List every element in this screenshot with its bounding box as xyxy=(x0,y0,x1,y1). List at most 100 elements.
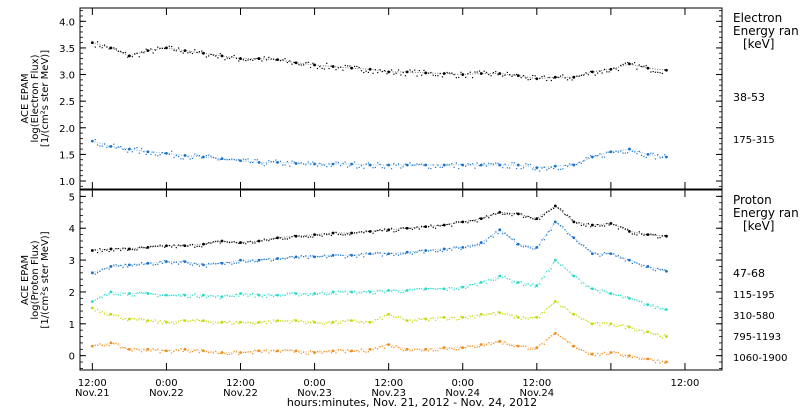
legend-entry: 115-195 xyxy=(733,290,775,301)
scatter-dot xyxy=(136,52,138,54)
scatter-dot xyxy=(303,255,305,258)
scatter-dot xyxy=(307,353,309,355)
scatter-dot xyxy=(638,263,640,265)
y-axis-label-line: ACE EPAM xyxy=(20,73,31,123)
scatter-dot xyxy=(601,72,603,74)
scatter-dot xyxy=(372,232,374,234)
scatter-dot xyxy=(279,160,282,162)
scatter-dot xyxy=(654,333,657,335)
scatter-dot xyxy=(583,160,585,162)
scatter-dot xyxy=(323,164,326,166)
x-tick-label-time: 12:00 xyxy=(78,378,107,389)
scatter-dot xyxy=(432,164,434,166)
data-point xyxy=(516,316,520,319)
scatter-dot xyxy=(363,322,365,324)
scatter-dot xyxy=(101,297,103,299)
scatter-dot xyxy=(578,75,580,77)
scatter-dot xyxy=(453,166,455,168)
scatter-dot xyxy=(543,239,545,241)
scatter-dot xyxy=(640,154,643,156)
scatter-dot xyxy=(418,249,420,252)
scatter-dot xyxy=(395,253,397,255)
scatter-dot xyxy=(397,316,400,318)
scatter-dot xyxy=(360,321,363,323)
scatter-dot xyxy=(458,76,460,78)
scatter-dot xyxy=(550,304,552,306)
scatter-dot xyxy=(372,72,374,74)
data-point xyxy=(665,360,668,364)
scatter-dot xyxy=(608,353,610,356)
scatter-dot xyxy=(439,72,441,75)
scatter-dot xyxy=(441,288,444,290)
scatter-dot xyxy=(441,76,444,78)
data-point xyxy=(331,290,335,294)
data-point xyxy=(442,223,446,227)
scatter-dot xyxy=(578,348,580,351)
scatter-dot xyxy=(265,296,268,299)
scatter-dot xyxy=(115,48,117,50)
scatter-dot xyxy=(150,153,152,155)
scatter-dot xyxy=(390,346,393,348)
scatter-dot xyxy=(249,59,251,61)
scatter-dot xyxy=(546,79,548,82)
scatter-dot xyxy=(263,165,265,167)
x-tick-label-day: Nov.22 xyxy=(223,388,258,399)
scatter-dot xyxy=(543,311,545,314)
scatter-dot xyxy=(215,263,217,265)
scatter-dot xyxy=(279,258,282,260)
scatter-dot xyxy=(492,279,495,281)
scatter-dot xyxy=(360,292,363,294)
scatter-dot xyxy=(215,157,217,159)
scatter-dot xyxy=(161,245,163,247)
y-axis-label: ACE EPAMlog(Electron Flux)[1/(cm²s ster … xyxy=(20,50,51,147)
scatter-dot xyxy=(580,318,582,320)
scatter-dot xyxy=(414,348,416,350)
scatter-dot xyxy=(305,62,307,64)
scatter-dot xyxy=(439,225,441,227)
scatter-dot xyxy=(226,322,228,324)
scatter-dot xyxy=(418,288,420,290)
scatter-dot xyxy=(541,215,543,218)
scatter-dot xyxy=(159,295,161,297)
scatter-dot xyxy=(434,349,437,352)
scatter-dot xyxy=(353,319,356,321)
scatter-dot xyxy=(458,318,460,321)
data-point xyxy=(294,234,298,238)
scatter-dot xyxy=(367,253,370,255)
scatter-dot xyxy=(520,213,522,215)
scatter-dot xyxy=(652,359,654,362)
scatter-dot xyxy=(94,138,96,141)
data-point xyxy=(628,258,631,262)
scatter-dot xyxy=(495,71,497,73)
scatter-dot xyxy=(451,249,453,251)
data-point xyxy=(424,225,428,229)
scatter-dot xyxy=(569,341,571,343)
scatter-dot xyxy=(205,266,207,268)
scatter-dot xyxy=(643,358,645,360)
scatter-dot xyxy=(289,60,291,62)
legend-title: [keV] xyxy=(743,219,774,233)
scatter-dot xyxy=(346,293,349,295)
scatter-dot xyxy=(397,347,400,349)
scatter-dot xyxy=(231,241,233,243)
scatter-dot xyxy=(270,58,272,60)
scatter-dot xyxy=(298,162,300,164)
scatter-dot xyxy=(363,256,365,258)
scatter-dot xyxy=(617,228,620,230)
scatter-dot xyxy=(421,74,423,76)
series-trace xyxy=(92,332,667,363)
scatter-dot xyxy=(418,348,420,351)
scatter-dot xyxy=(460,71,462,73)
scatter-dot xyxy=(386,230,388,233)
scatter-dot xyxy=(402,253,404,255)
scatter-dot xyxy=(154,293,157,295)
data-point xyxy=(553,164,557,168)
scatter-dot xyxy=(293,257,295,259)
scatter-dot xyxy=(608,252,610,255)
scatter-dot xyxy=(365,320,367,323)
scatter-dot xyxy=(659,72,661,74)
scatter-dot xyxy=(198,352,201,354)
data-point xyxy=(535,166,539,170)
scatter-dot xyxy=(522,246,525,248)
scatter-dot xyxy=(182,52,184,54)
